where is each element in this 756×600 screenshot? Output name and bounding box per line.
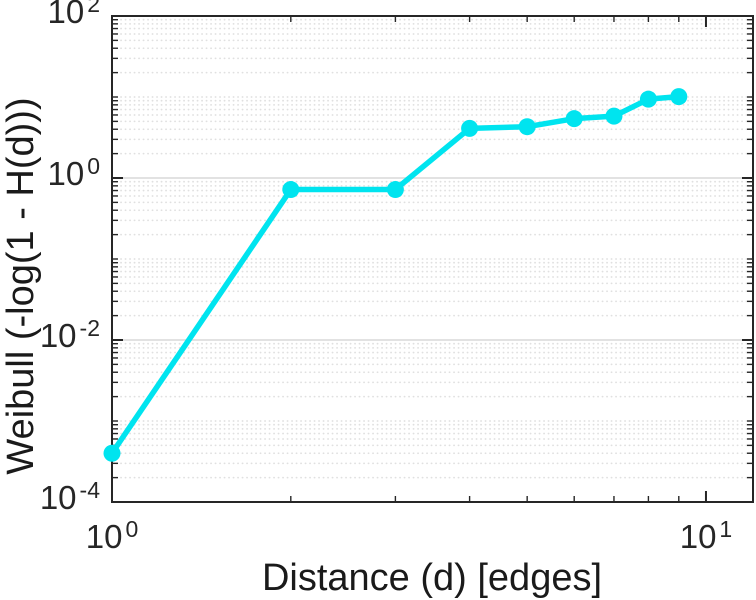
data-point-marker <box>639 90 657 108</box>
data-point-marker <box>461 119 479 137</box>
y-tick-label: 10 0 <box>47 153 100 192</box>
x-axis-label: Distance (d) [edges] <box>261 557 603 599</box>
y-tick-label: 10 -4 <box>39 477 100 516</box>
data-point-marker <box>565 110 583 128</box>
y-tick-label: 10 -2 <box>39 315 100 354</box>
data-point-marker <box>282 181 300 199</box>
axis-ticks <box>111 15 753 503</box>
data-series-line <box>109 93 682 456</box>
x-tick-label: 10 0 <box>85 516 139 555</box>
data-point-markers <box>103 88 688 462</box>
data-point-marker <box>605 107 623 125</box>
data-point-marker <box>103 444 121 462</box>
y-axis-label: Weibull (-log(1 - H(d))) <box>0 97 42 475</box>
x-tick-label: 10 1 <box>679 516 733 555</box>
grid <box>111 18 754 479</box>
y-tick-label: 10 2 <box>47 0 100 30</box>
data-point-marker <box>670 88 688 106</box>
data-point-marker <box>386 181 404 199</box>
data-point-marker <box>518 118 536 136</box>
